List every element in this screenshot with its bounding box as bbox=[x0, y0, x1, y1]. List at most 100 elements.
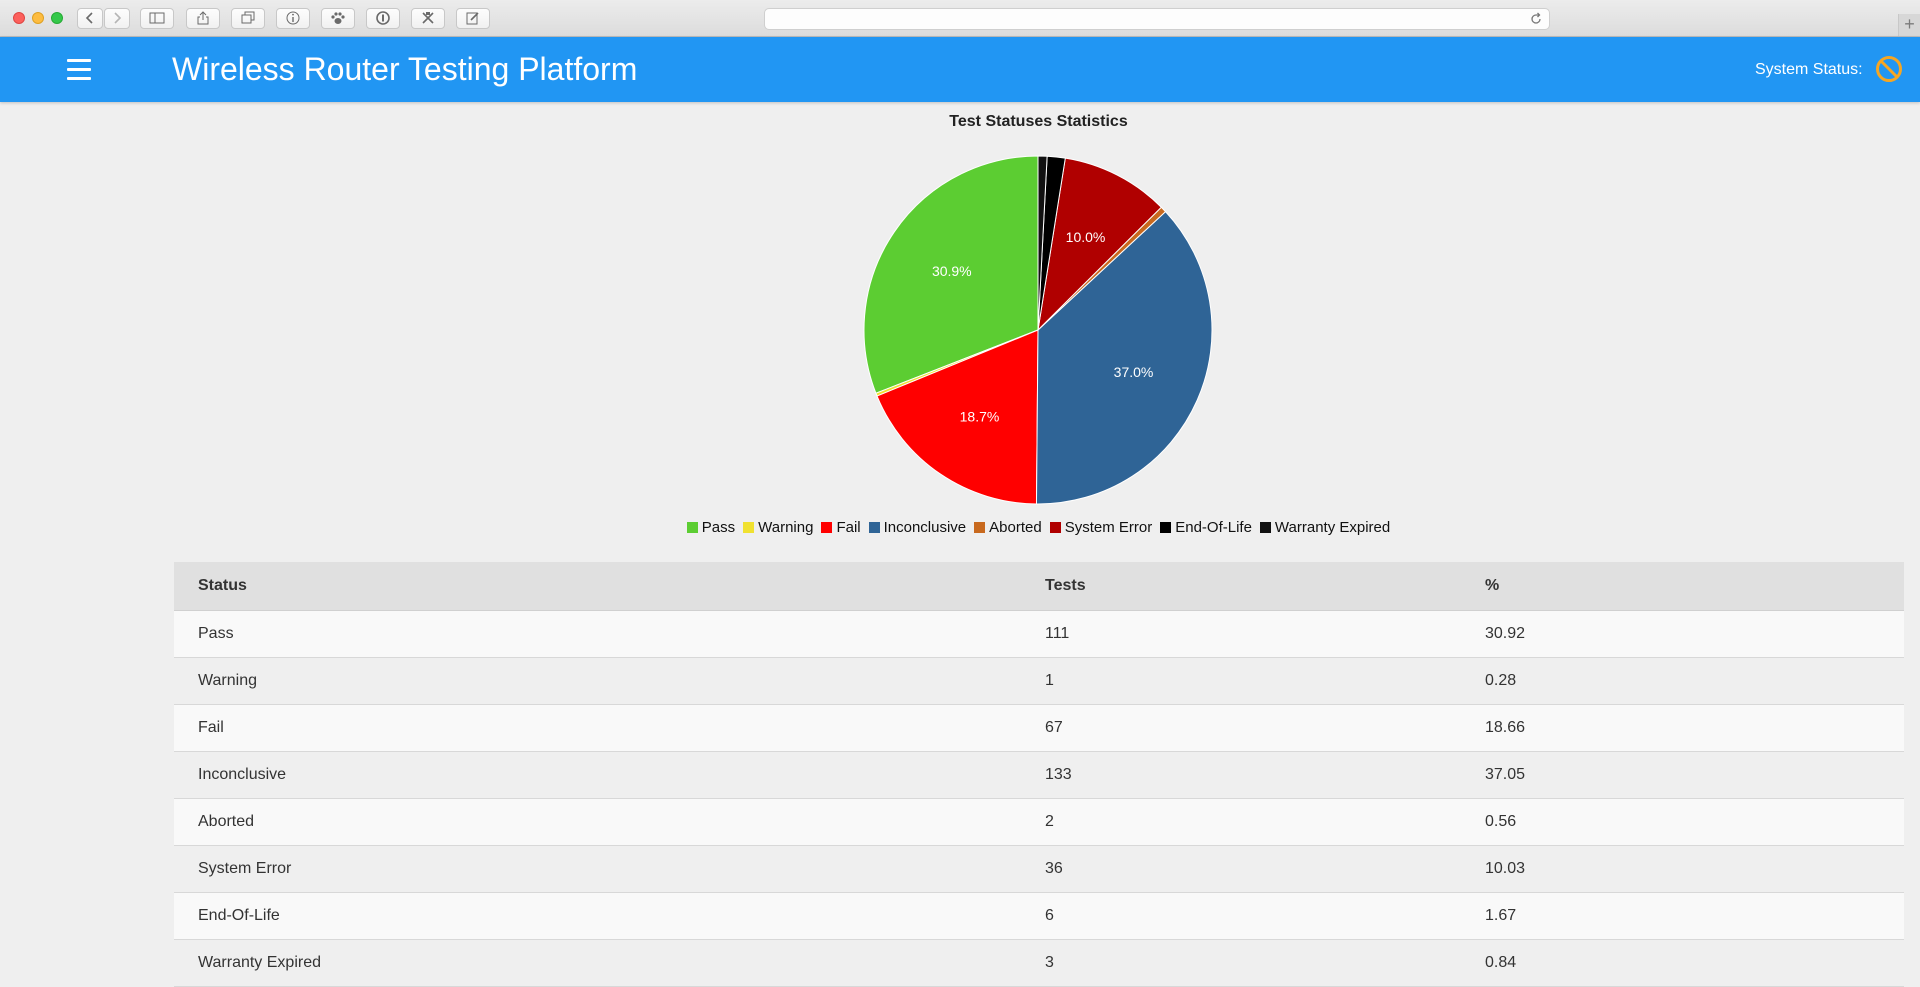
column-header-tests[interactable]: Tests bbox=[1021, 562, 1461, 611]
legend-item[interactable]: End-Of-Life bbox=[1160, 519, 1252, 536]
pie-slice-fail[interactable] bbox=[876, 329, 1039, 505]
paw-extension-button[interactable] bbox=[321, 8, 355, 29]
legend-item[interactable]: Aborted bbox=[974, 519, 1042, 536]
legend-item[interactable]: Inconclusive bbox=[868, 519, 967, 536]
status-statistics-table: Status Tests % Pass 111 30.92 Warning 1 0.28 F… bbox=[174, 562, 1904, 987]
cell-tests: 1 bbox=[1021, 657, 1461, 705]
pie-chart: 30.9% 18.7% 37.0% 10.0% bbox=[863, 155, 1213, 505]
browser-toolbar: + bbox=[0, 0, 1920, 37]
paw-icon bbox=[331, 12, 345, 24]
address-bar[interactable] bbox=[764, 8, 1550, 30]
cell-status: Warranty Expired bbox=[174, 939, 1021, 987]
column-header-percent[interactable]: % bbox=[1461, 562, 1904, 611]
back-button[interactable] bbox=[77, 8, 103, 29]
cell-tests: 111 bbox=[1021, 610, 1461, 658]
pie-slice-label: 30.9% bbox=[932, 263, 972, 279]
pie-slice-label: 10.0% bbox=[1066, 229, 1106, 245]
legend-label: Aborted bbox=[989, 519, 1042, 536]
table-row: Warning 1 0.28 bbox=[174, 657, 1904, 705]
cell-status: Warning bbox=[174, 657, 1021, 705]
cell-percent: 0.84 bbox=[1461, 939, 1904, 987]
legend-label: Pass bbox=[701, 519, 736, 536]
cell-percent: 18.66 bbox=[1461, 704, 1904, 752]
legend-label: System Error bbox=[1064, 519, 1153, 536]
share-button[interactable] bbox=[186, 8, 220, 29]
legend-swatch bbox=[868, 522, 880, 533]
sidebar-icon bbox=[149, 12, 165, 24]
legend-label: Fail bbox=[836, 519, 861, 536]
tabs-overview-button[interactable] bbox=[231, 8, 265, 29]
password-extension-button[interactable] bbox=[366, 8, 400, 29]
cell-percent: 37.05 bbox=[1461, 751, 1904, 799]
hamburger-menu-icon[interactable] bbox=[67, 59, 91, 81]
tools-icon bbox=[422, 12, 434, 24]
system-status-label: System Status: bbox=[1755, 61, 1863, 78]
new-tab-button[interactable]: + bbox=[1898, 14, 1920, 36]
legend-swatch bbox=[974, 522, 986, 533]
legend-item[interactable]: System Error bbox=[1049, 519, 1153, 536]
legend-swatch bbox=[1259, 522, 1271, 533]
prohibited-icon[interactable] bbox=[1874, 54, 1904, 84]
cell-tests: 133 bbox=[1021, 751, 1461, 799]
chart-title: Test Statuses Statistics bbox=[949, 113, 1128, 130]
legend-item[interactable]: Warranty Expired bbox=[1259, 519, 1391, 536]
info-icon bbox=[286, 11, 300, 25]
cell-tests: 3 bbox=[1021, 939, 1461, 987]
forward-button[interactable] bbox=[104, 8, 130, 29]
cell-status: Pass bbox=[174, 610, 1021, 658]
info-extension-button[interactable] bbox=[276, 8, 310, 29]
legend-label: Inconclusive bbox=[883, 519, 967, 536]
table-row: Aborted 2 0.56 bbox=[174, 798, 1904, 846]
reload-icon[interactable] bbox=[1529, 12, 1543, 26]
legend-label: Warning bbox=[758, 519, 814, 536]
notes-extension-button[interactable] bbox=[456, 8, 490, 29]
table-row: End-Of-Life 6 1.67 bbox=[174, 892, 1904, 940]
pie-slice-inconclusive[interactable] bbox=[1035, 210, 1213, 505]
legend-label: Warranty Expired bbox=[1274, 519, 1391, 536]
cell-status: Aborted bbox=[174, 798, 1021, 846]
tabs-icon bbox=[241, 11, 255, 24]
cell-status: End-Of-Life bbox=[174, 892, 1021, 940]
sidebar-toggle-button[interactable] bbox=[140, 8, 174, 29]
cell-percent: 0.56 bbox=[1461, 798, 1904, 846]
column-header-status[interactable]: Status bbox=[174, 562, 1021, 611]
pie-slice-warranty-expired[interactable] bbox=[1037, 155, 1048, 331]
cell-percent: 0.28 bbox=[1461, 657, 1904, 705]
edit-icon bbox=[466, 12, 479, 25]
cell-tests: 36 bbox=[1021, 845, 1461, 893]
table-row: System Error 36 10.03 bbox=[174, 845, 1904, 893]
pie-slice-label: 37.0% bbox=[1114, 364, 1154, 380]
legend-item[interactable]: Fail bbox=[821, 519, 861, 536]
cell-tests: 2 bbox=[1021, 798, 1461, 846]
legend-label: End-Of-Life bbox=[1175, 519, 1252, 536]
app-header: Wireless Router Testing Platform System … bbox=[0, 37, 1920, 102]
table-row: Warranty Expired 3 0.84 bbox=[174, 939, 1904, 987]
legend-swatch bbox=[1160, 522, 1172, 533]
zoom-window-button[interactable] bbox=[51, 12, 63, 24]
table-row: Pass 111 30.92 bbox=[174, 610, 1904, 658]
chart-legend: Pass Warning Fail Inconclusive Aborted System… bbox=[0, 519, 1920, 536]
tools-extension-button[interactable] bbox=[411, 8, 445, 29]
pie-slice-system-error[interactable] bbox=[1037, 157, 1163, 332]
legend-swatch bbox=[1049, 522, 1061, 533]
chevron-left-icon bbox=[85, 12, 93, 24]
pie-slice-pass[interactable] bbox=[863, 155, 1039, 394]
table-row: Inconclusive 133 37.05 bbox=[174, 751, 1904, 799]
cell-tests: 6 bbox=[1021, 892, 1461, 940]
app-title: Wireless Router Testing Platform bbox=[172, 51, 638, 87]
cell-status: Inconclusive bbox=[174, 751, 1021, 799]
chevron-right-icon bbox=[114, 12, 122, 24]
legend-swatch bbox=[686, 522, 698, 533]
password-manager-icon bbox=[376, 11, 390, 25]
close-window-button[interactable] bbox=[13, 12, 25, 24]
cell-status: Fail bbox=[174, 704, 1021, 752]
share-icon bbox=[197, 11, 209, 25]
minimize-window-button[interactable] bbox=[32, 12, 44, 24]
legend-item[interactable]: Warning bbox=[743, 519, 813, 536]
legend-item[interactable]: Pass bbox=[686, 519, 736, 536]
cell-tests: 67 bbox=[1021, 704, 1461, 752]
cell-percent: 30.92 bbox=[1461, 610, 1904, 658]
cell-percent: 1.67 bbox=[1461, 892, 1904, 940]
legend-swatch bbox=[821, 522, 833, 533]
pie-slice-label: 18.7% bbox=[960, 408, 1000, 424]
